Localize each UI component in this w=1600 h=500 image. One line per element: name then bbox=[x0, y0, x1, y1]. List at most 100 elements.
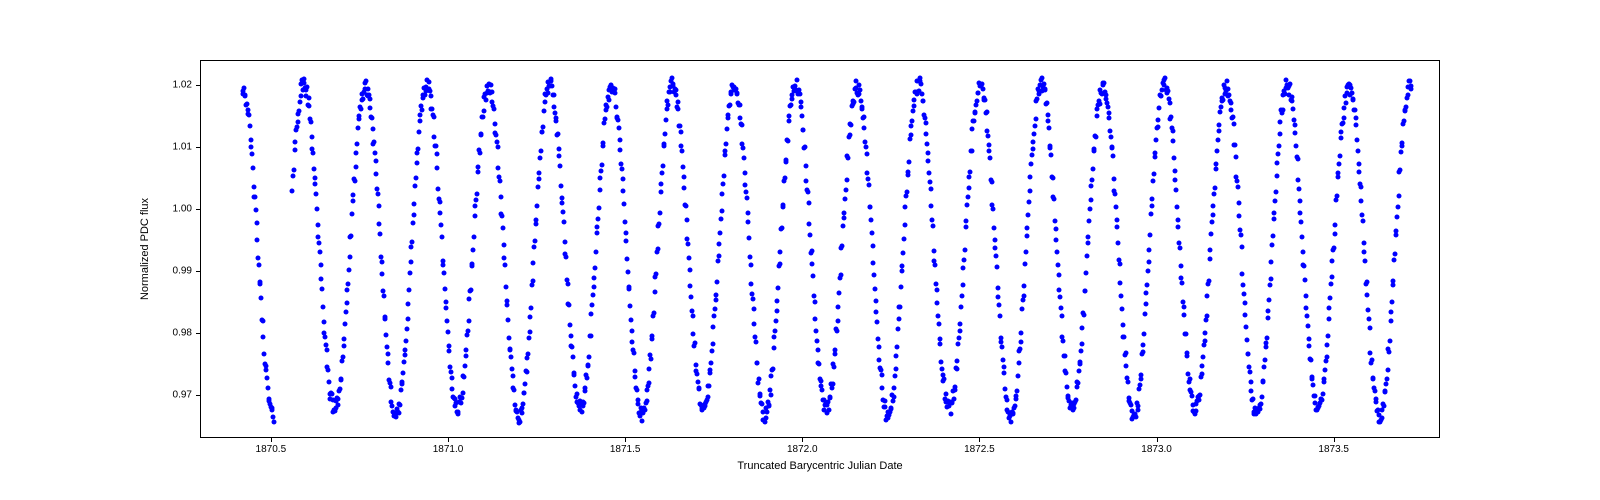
data-point bbox=[1233, 155, 1238, 160]
data-point bbox=[623, 230, 628, 235]
data-point bbox=[1205, 293, 1210, 298]
data-point bbox=[648, 356, 653, 361]
data-point bbox=[247, 123, 252, 128]
data-point bbox=[1163, 76, 1168, 81]
data-point bbox=[1028, 174, 1033, 179]
data-point bbox=[852, 100, 857, 105]
data-point bbox=[984, 110, 989, 115]
data-point bbox=[1052, 218, 1057, 223]
data-point bbox=[1396, 193, 1401, 198]
data-point bbox=[907, 160, 912, 165]
data-point bbox=[938, 342, 943, 347]
data-point bbox=[1087, 207, 1092, 212]
data-point bbox=[986, 143, 991, 148]
data-point bbox=[556, 146, 561, 151]
data-point bbox=[1046, 113, 1051, 118]
data-point bbox=[1266, 308, 1271, 313]
data-point bbox=[1114, 217, 1119, 222]
data-point bbox=[1208, 247, 1213, 252]
data-point bbox=[573, 384, 578, 389]
data-point bbox=[956, 341, 961, 346]
data-point bbox=[1180, 280, 1185, 285]
data-point bbox=[807, 222, 812, 227]
data-point bbox=[271, 419, 276, 424]
data-point bbox=[564, 254, 569, 259]
data-point bbox=[715, 279, 720, 284]
data-point bbox=[441, 262, 446, 267]
data-point bbox=[575, 392, 580, 397]
data-point bbox=[722, 152, 727, 157]
data-point bbox=[1398, 168, 1403, 173]
data-point bbox=[474, 192, 479, 197]
data-point bbox=[657, 221, 662, 226]
data-point bbox=[1144, 290, 1149, 295]
data-point bbox=[1307, 344, 1312, 349]
data-point bbox=[1241, 282, 1246, 287]
data-point bbox=[1360, 213, 1365, 218]
data-point bbox=[1029, 162, 1034, 167]
data-point bbox=[987, 148, 992, 153]
data-point bbox=[375, 191, 380, 196]
data-point bbox=[1078, 360, 1083, 365]
data-point bbox=[460, 390, 465, 395]
data-point bbox=[717, 241, 722, 246]
data-point bbox=[561, 209, 566, 214]
data-point bbox=[781, 203, 786, 208]
data-point bbox=[377, 221, 382, 226]
data-point bbox=[983, 98, 988, 103]
data-point bbox=[968, 169, 973, 174]
data-point bbox=[538, 149, 543, 154]
data-point bbox=[895, 345, 900, 350]
data-point bbox=[935, 300, 940, 305]
data-point bbox=[894, 354, 899, 359]
data-point bbox=[555, 132, 560, 137]
data-point bbox=[1380, 415, 1385, 420]
data-point bbox=[419, 108, 424, 113]
data-point bbox=[386, 361, 391, 366]
data-point bbox=[721, 182, 726, 187]
data-point bbox=[843, 196, 848, 201]
data-point bbox=[646, 380, 651, 385]
data-point bbox=[1128, 403, 1133, 408]
data-point bbox=[1055, 249, 1060, 254]
data-point bbox=[814, 339, 819, 344]
data-point bbox=[428, 88, 433, 93]
data-point bbox=[840, 223, 845, 228]
data-point bbox=[602, 117, 607, 122]
data-point bbox=[1033, 117, 1038, 122]
data-point bbox=[1159, 93, 1164, 98]
data-point bbox=[1308, 358, 1313, 363]
data-point bbox=[353, 165, 358, 170]
data-point bbox=[582, 401, 587, 406]
data-point bbox=[1239, 245, 1244, 250]
x-tick-mark bbox=[1334, 438, 1335, 442]
data-point bbox=[669, 76, 674, 81]
data-point bbox=[1204, 314, 1209, 319]
data-point bbox=[432, 135, 437, 140]
data-point bbox=[858, 99, 863, 104]
data-point bbox=[256, 256, 261, 261]
data-point bbox=[961, 265, 966, 270]
data-point bbox=[450, 387, 455, 392]
data-point bbox=[592, 275, 597, 280]
data-point bbox=[1327, 305, 1332, 310]
data-point bbox=[621, 189, 626, 194]
data-point bbox=[858, 87, 863, 92]
data-point bbox=[691, 332, 696, 337]
data-point bbox=[416, 129, 421, 134]
data-point bbox=[684, 217, 689, 222]
data-point bbox=[473, 204, 478, 209]
data-point bbox=[974, 99, 979, 104]
data-point bbox=[874, 310, 879, 315]
data-point bbox=[1122, 334, 1127, 339]
data-point bbox=[1333, 222, 1338, 227]
data-point bbox=[965, 194, 970, 199]
data-point bbox=[1341, 115, 1346, 120]
data-point bbox=[765, 410, 770, 415]
data-point bbox=[771, 346, 776, 351]
data-point bbox=[1322, 379, 1327, 384]
data-point bbox=[531, 261, 536, 266]
data-point bbox=[1209, 232, 1214, 237]
data-point bbox=[1047, 126, 1052, 131]
data-point bbox=[721, 173, 726, 178]
